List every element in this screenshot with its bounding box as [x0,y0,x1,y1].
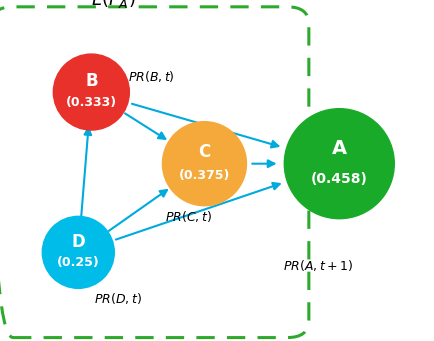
Ellipse shape [53,54,129,130]
Ellipse shape [162,122,246,206]
Text: $PR(B,t)$: $PR(B,t)$ [128,69,175,84]
Text: D: D [71,233,85,251]
Ellipse shape [42,216,114,288]
Text: (0.375): (0.375) [178,169,230,182]
Ellipse shape [284,109,393,219]
Text: $PR(C,t)$: $PR(C,t)$ [165,209,212,224]
Text: (0.458): (0.458) [310,172,367,186]
Text: $PR(A,t+1)$: $PR(A,t+1)$ [282,258,352,273]
Text: (0.25): (0.25) [57,256,99,269]
Text: A: A [331,139,346,158]
Text: (0.333): (0.333) [66,96,117,109]
Text: $PR(D,t)$: $PR(D,t)$ [93,291,141,306]
Text: C: C [198,143,210,161]
Text: B: B [85,72,98,90]
Text: $L(P_A)$: $L(P_A)$ [91,0,135,10]
